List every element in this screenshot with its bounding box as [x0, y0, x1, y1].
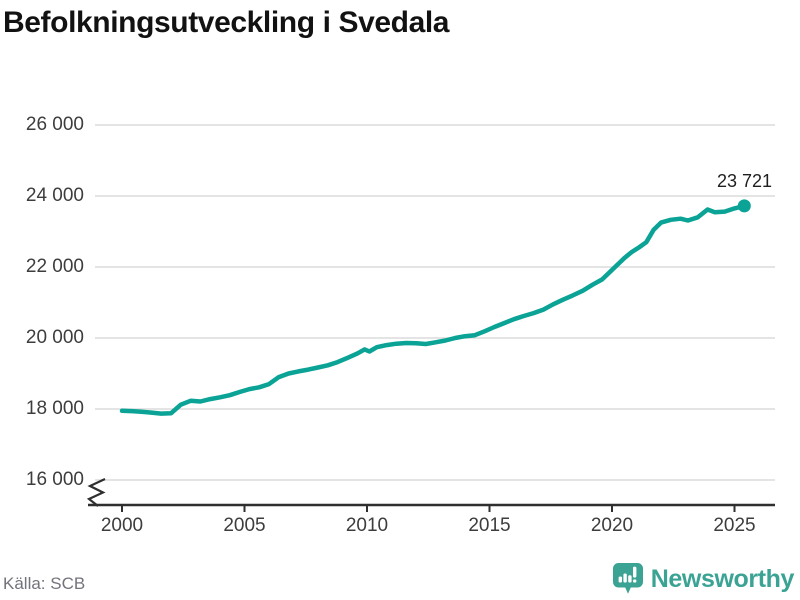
y-tick-label: 26 000	[25, 114, 84, 135]
x-tick-label: 2020	[590, 515, 634, 536]
y-tick-label: 24 000	[25, 185, 84, 206]
chart-title: Befolkningsutveckling i Svedala	[3, 6, 450, 39]
x-tick-label: 2025	[713, 515, 756, 536]
x-axis	[86, 478, 775, 512]
end-point-dot	[737, 199, 751, 213]
y-tick-label: 20 000	[25, 327, 84, 348]
axis-break-squiggle	[86, 478, 106, 507]
population-line	[119, 203, 747, 416]
speech-bubble-shape	[612, 563, 643, 594]
newsworthy-logo-icon	[612, 563, 643, 594]
newsworthy-wordmark: Newsworthy	[650, 565, 795, 593]
x-tick-label: 2015	[468, 515, 511, 536]
endpoint-value-label: 23 721	[716, 171, 772, 191]
source-caption: Källa: SCB	[3, 574, 86, 593]
x-tick-label: 2005	[223, 515, 266, 536]
x-tick-label: 2010	[345, 515, 389, 536]
y-tick-label: 18 000	[25, 398, 84, 419]
y-tick-label: 16 000	[25, 469, 84, 490]
y-tick-label: 22 000	[25, 256, 84, 277]
gridlines	[95, 124, 775, 481]
bar-chart-exclamation-glyph	[618, 566, 637, 583]
newsworthy-brand: Newsworthy	[612, 562, 794, 597]
population-line-series	[119, 199, 751, 416]
x-tick-label: 2000	[100, 515, 144, 536]
